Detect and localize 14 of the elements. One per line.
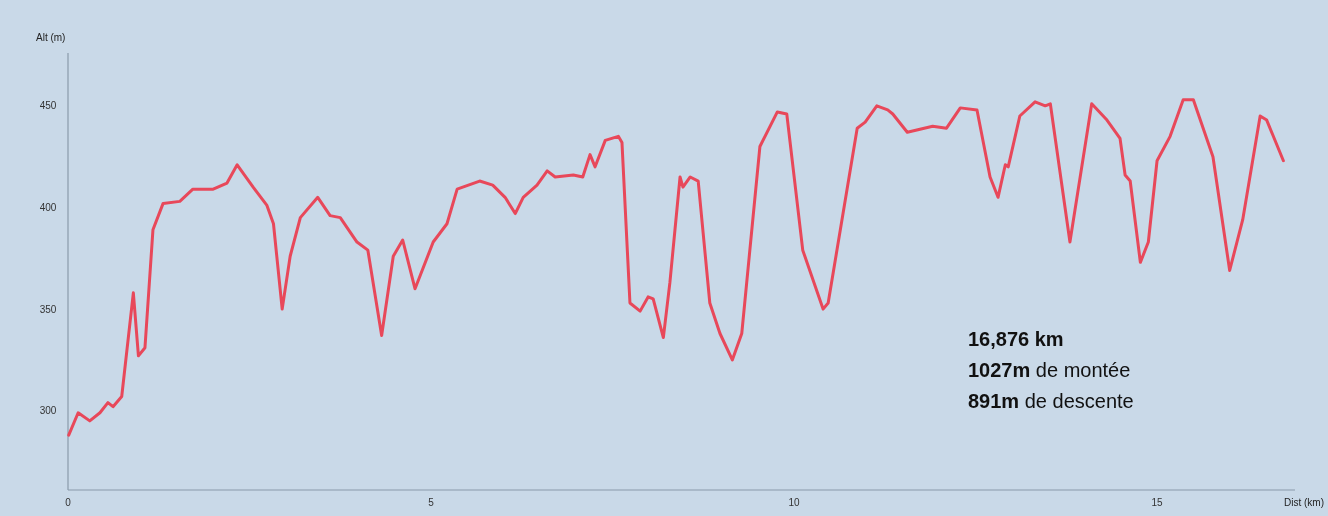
y-tick-label: 300: [39, 405, 57, 417]
y-tick-label: 350: [39, 303, 57, 315]
y-axis-title: Alt (m): [36, 32, 66, 43]
line-series: [67, 98, 1285, 437]
y-tick-label: 450: [39, 100, 57, 112]
x-tick-label: 10: [788, 497, 801, 508]
x-tick-label: 15: [1151, 497, 1164, 508]
x-tick-label: 0: [65, 497, 72, 508]
annotation: 16,876 km: [968, 328, 1064, 350]
annotation: 891m de descente: [968, 390, 1134, 412]
x-axis-title: Dist (km): [1284, 497, 1324, 508]
annotation: 1027m de montée: [968, 359, 1131, 381]
x-tick-label: 5: [428, 497, 435, 508]
y-tick-label: 400: [39, 201, 57, 213]
